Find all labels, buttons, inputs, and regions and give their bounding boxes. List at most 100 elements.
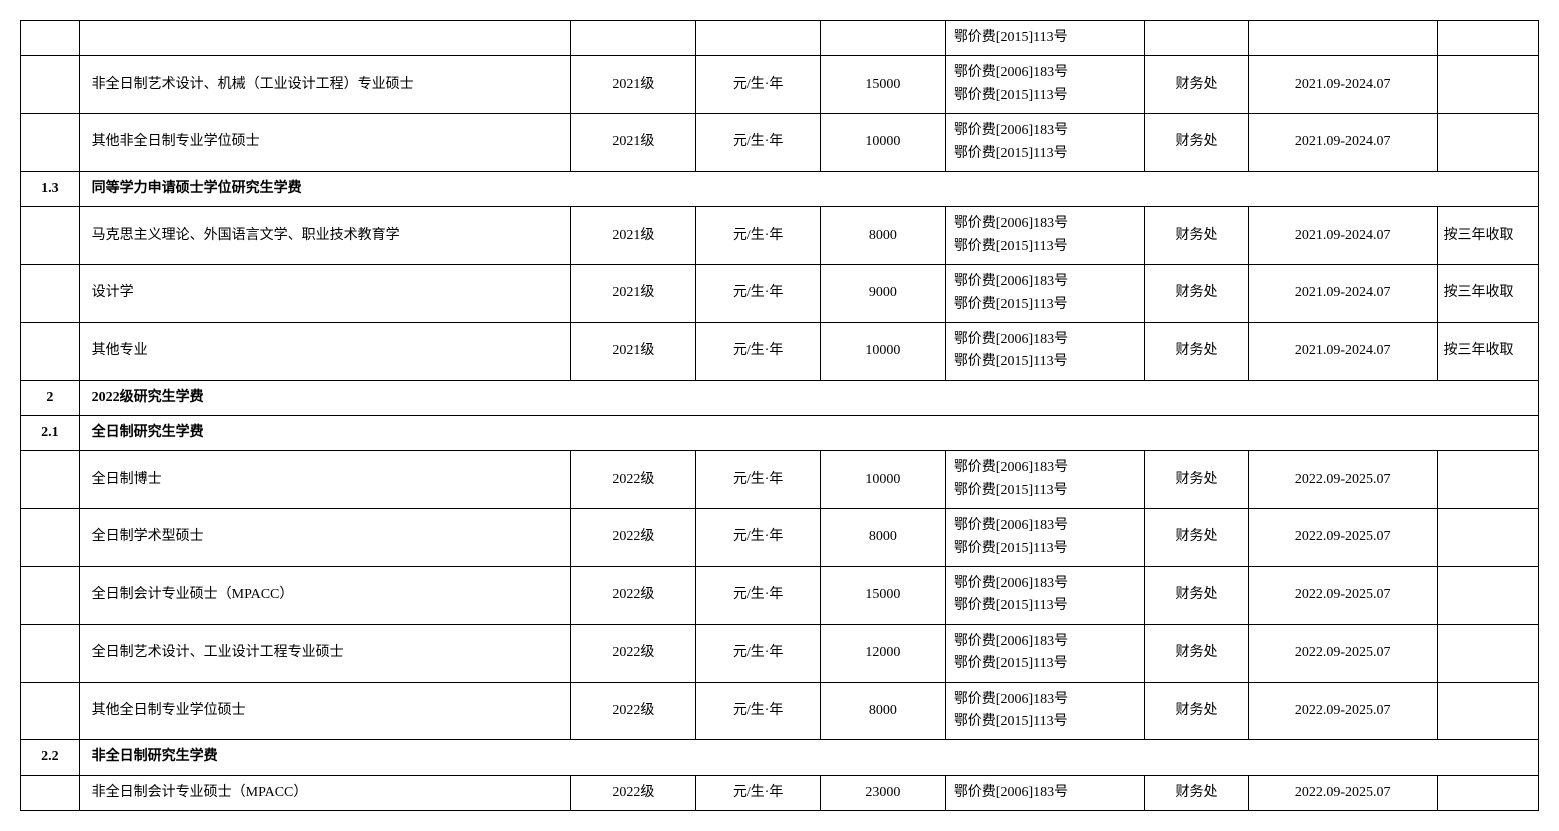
section-title: 非全日制研究生学费 [79,740,1538,775]
row-index [21,21,80,56]
row-index [21,56,80,114]
item-name: 全日制会计专业硕士（MPACC） [79,567,571,625]
basis: 鄂价费[2006]183号鄂价费[2015]113号 [945,207,1144,265]
basis: 鄂价费[2015]113号 [945,21,1144,56]
item-name: 非全日制会计专业硕士（MPACC） [79,775,571,810]
amount [821,21,946,56]
note [1437,114,1538,172]
table-row: 非全日制艺术设计、机械（工业设计工程）专业硕士2021级元/生·年15000鄂价… [21,56,1539,114]
row-index [21,207,80,265]
note: 按三年收取 [1437,207,1538,265]
grade: 2021级 [571,322,696,380]
department: 财务处 [1145,624,1248,682]
item-name: 全日制学术型硕士 [79,509,571,567]
amount: 8000 [821,509,946,567]
row-index [21,451,80,509]
grade: 2022级 [571,451,696,509]
note [1437,21,1538,56]
period: 2021.09-2024.07 [1248,265,1437,323]
grade: 2022级 [571,682,696,740]
row-index [21,775,80,810]
amount: 10000 [821,114,946,172]
grade: 2022级 [571,509,696,567]
period: 2022.09-2025.07 [1248,509,1437,567]
unit: 元/生·年 [696,451,821,509]
note: 按三年收取 [1437,265,1538,323]
unit: 元/生·年 [696,56,821,114]
period: 2021.09-2024.07 [1248,207,1437,265]
table-row: 全日制艺术设计、工业设计工程专业硕士2022级元/生·年12000鄂价费[200… [21,624,1539,682]
row-index: 2 [21,380,80,415]
table-row: 其他非全日制专业学位硕士2021级元/生·年10000鄂价费[2006]183号… [21,114,1539,172]
item-name: 全日制博士 [79,451,571,509]
item-name [79,21,571,56]
department: 财务处 [1145,265,1248,323]
row-index [21,624,80,682]
row-index [21,322,80,380]
table-row: 全日制会计专业硕士（MPACC）2022级元/生·年15000鄂价费[2006]… [21,567,1539,625]
table-row: 鄂价费[2015]113号 [21,21,1539,56]
unit: 元/生·年 [696,775,821,810]
row-index [21,682,80,740]
basis: 鄂价费[2006]183号鄂价费[2015]113号 [945,451,1144,509]
table-row: 22022级研究生学费 [21,380,1539,415]
row-index [21,265,80,323]
row-index [21,567,80,625]
unit: 元/生·年 [696,567,821,625]
note [1437,624,1538,682]
basis: 鄂价费[2006]183号鄂价费[2015]113号 [945,322,1144,380]
grade: 2021级 [571,56,696,114]
table-row: 2.1全日制研究生学费 [21,416,1539,451]
note: 按三年收取 [1437,322,1538,380]
period: 2021.09-2024.07 [1248,56,1437,114]
amount: 23000 [821,775,946,810]
department: 财务处 [1145,56,1248,114]
tuition-fee-table: 鄂价费[2015]113号非全日制艺术设计、机械（工业设计工程）专业硕士2021… [20,20,1539,811]
note [1437,567,1538,625]
department [1145,21,1248,56]
department: 财务处 [1145,567,1248,625]
note [1437,56,1538,114]
period: 2021.09-2024.07 [1248,322,1437,380]
table-row: 其他专业2021级元/生·年10000鄂价费[2006]183号鄂价费[2015… [21,322,1539,380]
table-row: 全日制学术型硕士2022级元/生·年8000鄂价费[2006]183号鄂价费[2… [21,509,1539,567]
unit: 元/生·年 [696,682,821,740]
grade: 2022级 [571,567,696,625]
table-row: 设计学2021级元/生·年9000鄂价费[2006]183号鄂价费[2015]1… [21,265,1539,323]
note [1437,451,1538,509]
period: 2022.09-2025.07 [1248,682,1437,740]
unit: 元/生·年 [696,207,821,265]
row-index [21,509,80,567]
period: 2021.09-2024.07 [1248,114,1437,172]
amount: 12000 [821,624,946,682]
item-name: 其他专业 [79,322,571,380]
table-row: 1.3同等学力申请硕士学位研究生学费 [21,171,1539,206]
row-index [21,114,80,172]
department: 财务处 [1145,682,1248,740]
department: 财务处 [1145,322,1248,380]
amount: 9000 [821,265,946,323]
table-row: 全日制博士2022级元/生·年10000鄂价费[2006]183号鄂价费[201… [21,451,1539,509]
grade: 2021级 [571,207,696,265]
grade: 2022级 [571,624,696,682]
department: 财务处 [1145,207,1248,265]
section-title: 全日制研究生学费 [79,416,1538,451]
department: 财务处 [1145,775,1248,810]
item-name: 马克思主义理论、外国语言文学、职业技术教育学 [79,207,571,265]
unit: 元/生·年 [696,509,821,567]
amount: 10000 [821,322,946,380]
grade: 2021级 [571,114,696,172]
note [1437,775,1538,810]
period: 2022.09-2025.07 [1248,567,1437,625]
department: 财务处 [1145,114,1248,172]
department: 财务处 [1145,451,1248,509]
row-index: 1.3 [21,171,80,206]
unit: 元/生·年 [696,624,821,682]
period: 2022.09-2025.07 [1248,775,1437,810]
basis: 鄂价费[2006]183号鄂价费[2015]113号 [945,509,1144,567]
period: 2022.09-2025.07 [1248,451,1437,509]
unit [696,21,821,56]
item-name: 非全日制艺术设计、机械（工业设计工程）专业硕士 [79,56,571,114]
amount: 15000 [821,56,946,114]
period [1248,21,1437,56]
